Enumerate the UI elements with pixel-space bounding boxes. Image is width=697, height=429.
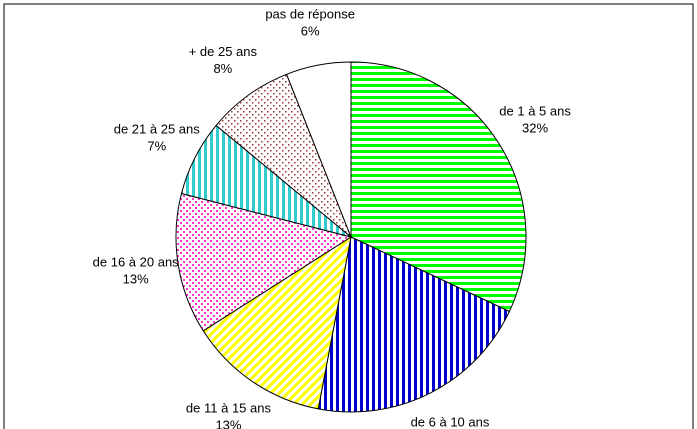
pie-slice <box>350 61 527 313</box>
slice-value-label: 13% <box>215 418 241 429</box>
slice-label: + de 25 ans <box>189 44 258 59</box>
slice-label: de 16 à 20 ans <box>93 255 180 270</box>
slice-label: de 21 à 25 ans <box>114 121 201 136</box>
slice-value-label: 6% <box>301 23 320 38</box>
pie-slice <box>285 61 352 238</box>
slice-label: de 1 à 5 ans <box>499 104 571 119</box>
slice-value-label: 13% <box>123 272 149 287</box>
slice-label: pas de réponse <box>265 6 355 21</box>
slice-value-label: 7% <box>147 138 166 153</box>
slice-label: de 6 à 10 ans <box>411 415 490 429</box>
slice-value-label: 8% <box>213 61 232 76</box>
pie-slice <box>202 235 352 410</box>
pie-slice <box>317 236 511 413</box>
pie-slice <box>175 192 353 332</box>
slice-value-label: 32% <box>522 121 548 136</box>
slice-label: de 11 à 15 ans <box>186 401 272 416</box>
